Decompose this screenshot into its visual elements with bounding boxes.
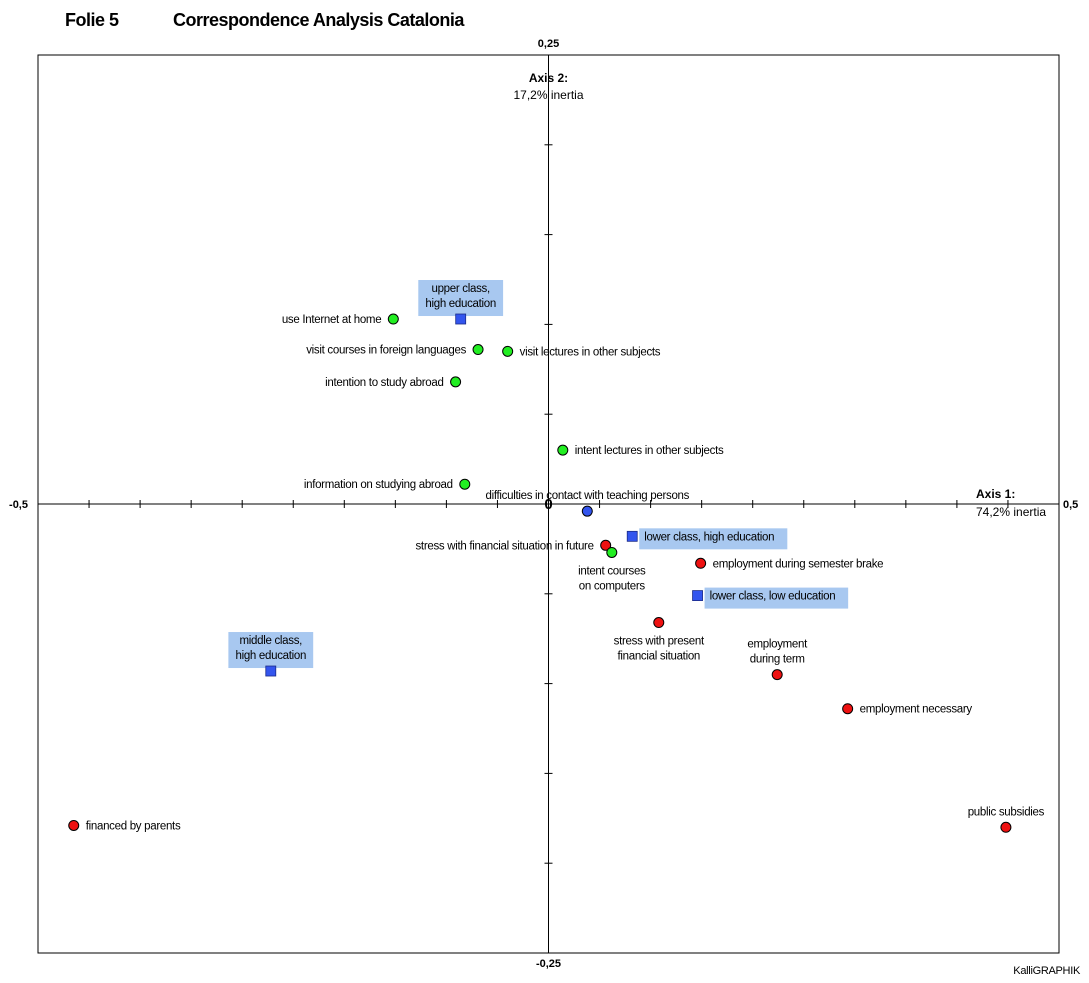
point-marker-circle <box>472 344 484 356</box>
point-label: intent lectures in other subjects <box>575 445 724 457</box>
point-label: use Internet at home <box>282 314 381 326</box>
point-label: financial situation <box>618 651 701 663</box>
axis2-name: Axis 2: <box>529 71 568 85</box>
point-marker-circle <box>387 313 399 325</box>
data-point: employment necessary <box>842 703 973 716</box>
y-tick-label-min: -0,25 <box>536 958 561 970</box>
data-point: intent lectures in other subjects <box>557 444 724 457</box>
point-label: stress with present <box>614 636 705 648</box>
point-label-highlight <box>639 528 788 550</box>
point-label: middle class, <box>239 635 302 647</box>
data-point: lower class, low education <box>692 587 849 609</box>
point-label: intent courses <box>578 565 646 577</box>
point-label: high education <box>235 650 306 662</box>
point-marker-circle <box>68 819 80 831</box>
data-point: intention to study abroad <box>325 376 462 389</box>
point-marker-circle <box>459 478 471 490</box>
data-point: public subsidies <box>968 806 1045 833</box>
plot-axes <box>38 55 1059 953</box>
point-marker-square <box>692 590 703 601</box>
point-marker-circle <box>695 557 707 569</box>
axis1-inertia: 74,2% inertia <box>976 505 1046 519</box>
data-point: visit courses in foreign languages <box>306 344 484 357</box>
x-tick-label-min: -0,5 <box>9 499 28 511</box>
point-label: visit courses in foreign languages <box>306 345 466 357</box>
data-point: use Internet at home <box>282 313 399 326</box>
point-label: difficulties in contact with teaching pe… <box>485 490 689 502</box>
data-point: employment during semester brake <box>695 557 884 570</box>
x-tick-label-max: 0,5 <box>1063 499 1078 511</box>
point-marker-circle <box>557 444 569 456</box>
data-point: stress with financial situation in futur… <box>415 539 612 552</box>
point-label-highlight <box>704 587 849 609</box>
point-label: visit lectures in other subjects <box>520 346 661 358</box>
point-label: stress with financial situation in futur… <box>415 540 593 552</box>
data-point: upper class, high education <box>418 280 504 325</box>
data-point: stress with present financial situation <box>614 617 705 663</box>
point-label: financed by parents <box>86 820 181 832</box>
data-point: middle class, high education <box>228 632 314 677</box>
axis-labels: 0,25 -0,25 -0,5 0,5 0 Axis 2: 17,2% iner… <box>9 38 1078 970</box>
data-point: lower class, high education <box>626 528 788 550</box>
point-label: public subsidies <box>968 806 1045 818</box>
data-point: intent courses on computers <box>578 546 646 592</box>
point-marker-circle <box>1000 821 1012 833</box>
point-marker-circle <box>450 376 462 388</box>
point-marker-circle <box>842 703 854 715</box>
data-point: financed by parents <box>68 819 181 832</box>
point-label: information on studying abroad <box>304 479 453 491</box>
axis1-name: Axis 1: <box>976 487 1015 501</box>
point-label: lower class, low education <box>710 591 836 603</box>
origin-label: 0 <box>544 496 552 513</box>
point-label: high education <box>425 298 496 310</box>
point-label: intention to study abroad <box>325 377 443 389</box>
point-label: employment during semester brake <box>713 558 884 570</box>
slide-number-label: Folie 5 <box>65 10 119 30</box>
point-marker-square <box>626 530 638 542</box>
point-label: upper class, <box>431 283 490 295</box>
point-marker-circle <box>653 617 665 629</box>
point-label-highlight <box>418 280 504 317</box>
point-label: on computers <box>579 580 646 592</box>
point-label: employment necessary <box>860 704 973 716</box>
slide-heading: Folie 5 Correspondence Analysis Cataloni… <box>65 6 665 36</box>
axis2-inertia: 17,2% inertia <box>513 88 583 102</box>
point-label-highlight <box>228 632 314 669</box>
point-marker-circle <box>771 669 783 681</box>
credit-label: KalliGRAPHIK <box>1013 965 1080 977</box>
data-point: information on studying abroad <box>304 478 471 491</box>
point-marker-square <box>455 313 467 325</box>
point-marker-circle <box>581 505 593 517</box>
point-label: lower class, high education <box>644 531 774 543</box>
point-marker-circle <box>606 546 618 558</box>
point-label: employment <box>747 639 808 651</box>
point-marker-square <box>265 665 277 677</box>
data-point: difficulties in contact with teaching pe… <box>485 490 690 517</box>
point-label: during term <box>750 654 805 666</box>
chart-title: Correspondence Analysis Catalonia <box>173 10 464 30</box>
data-points: use Internet at home upper class, high edu… <box>68 280 1045 833</box>
data-point: employment during term <box>747 639 808 681</box>
data-point: visit lectures in other subjects <box>502 345 661 358</box>
point-marker-circle <box>502 345 514 357</box>
point-marker-circle <box>600 539 612 551</box>
y-tick-label-max: 0,25 <box>538 38 559 50</box>
